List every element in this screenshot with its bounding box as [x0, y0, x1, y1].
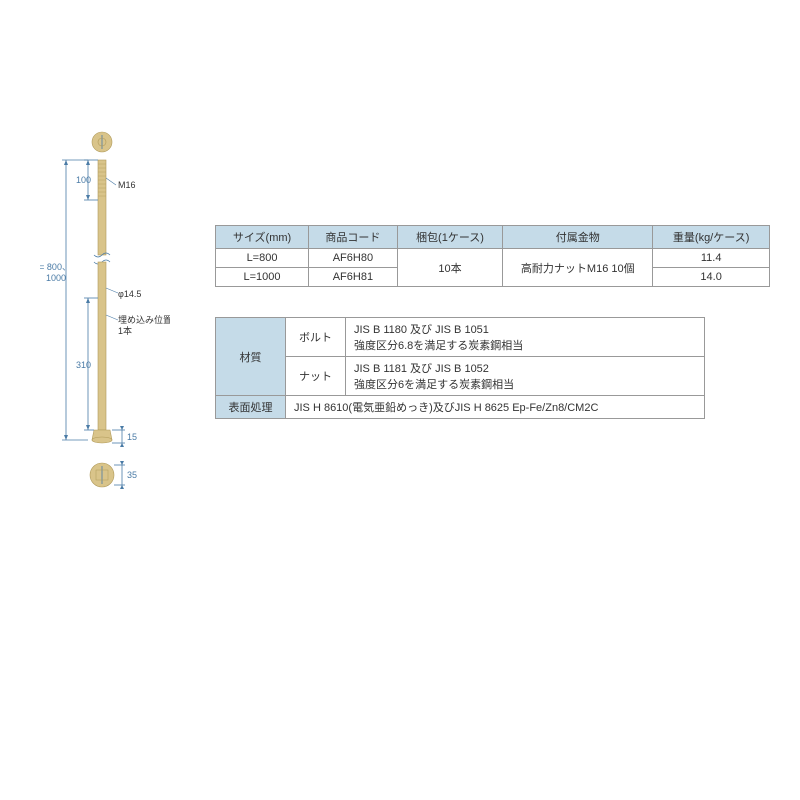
bolt-diagram: 100 310 L = 800、 1000 M16 φ14.5 埋め込み位置刻印…	[40, 130, 170, 500]
hdr-nut: ナット	[286, 357, 346, 396]
hdr-bolt: ボルト	[286, 318, 346, 357]
bolt-spec-line2: 強度区分6.8を満足する炭素鋼相当	[354, 340, 523, 352]
cell-nut-spec: JIS B 1181 及び JIS B 1052 強度区分6を満足する炭素鋼相当	[346, 357, 705, 396]
cell-size: L=1000	[216, 268, 309, 287]
hdr-accessory: 付属金物	[503, 226, 653, 249]
cell-code: AF6H81	[309, 268, 398, 287]
bolt-spec-line1: JIS B 1180 及び JIS B 1051	[354, 324, 489, 336]
diameter-label: φ14.5	[118, 289, 141, 299]
tables-region: サイズ(mm) 商品コード 梱包(1ケース) 付属金物 重量(kg/ケース) L…	[215, 225, 770, 419]
engrave-label-2: 1本	[118, 325, 132, 336]
cell-surface-spec: JIS H 8610(電気亜鉛めっき)及びJIS H 8625 Ep-Fe/Zn…	[286, 396, 705, 419]
spec-table: サイズ(mm) 商品コード 梱包(1ケース) 付属金物 重量(kg/ケース) L…	[215, 225, 770, 287]
hdr-packing: 梱包(1ケース)	[397, 226, 503, 249]
thread-label: M16	[118, 180, 136, 190]
engrave-label-1: 埋め込み位置刻印	[118, 314, 170, 325]
table-row: L=800 AF6H80 10本 高耐力ナットM16 10個 11.4	[216, 249, 770, 268]
hdr-surface: 表面処理	[216, 396, 286, 419]
cell-size: L=800	[216, 249, 309, 268]
table-row: ナット JIS B 1181 及び JIS B 1052 強度区分6を満足する炭…	[216, 357, 705, 396]
cell-weight: 14.0	[653, 268, 770, 287]
table-row: 材質 ボルト JIS B 1180 及び JIS B 1051 強度区分6.8を…	[216, 318, 705, 357]
cell-bolt-spec: JIS B 1180 及び JIS B 1051 強度区分6.8を満足する炭素鋼…	[346, 318, 705, 357]
table-row: 表面処理 JIS H 8610(電気亜鉛めっき)及びJIS H 8625 Ep-…	[216, 396, 705, 419]
dim-top: 100	[76, 175, 91, 185]
cell-accessory: 高耐力ナットM16 10個	[503, 249, 653, 287]
hdr-size: サイズ(mm)	[216, 226, 309, 249]
dim-bottom-width: 15	[127, 432, 137, 442]
cell-code: AF6H80	[309, 249, 398, 268]
hdr-weight: 重量(kg/ケース)	[653, 226, 770, 249]
dim-length-2: 1000	[46, 273, 66, 283]
cell-packing: 10本	[397, 249, 503, 287]
table-header-row: サイズ(mm) 商品コード 梱包(1ケース) 付属金物 重量(kg/ケース)	[216, 226, 770, 249]
dim-length-1: L = 800、	[40, 262, 71, 272]
hdr-material: 材質	[216, 318, 286, 396]
dim-cap-width: 35	[127, 470, 137, 480]
material-table: 材質 ボルト JIS B 1180 及び JIS B 1051 強度区分6.8を…	[215, 317, 705, 419]
nut-spec-line2: 強度区分6を満足する炭素鋼相当	[354, 379, 514, 391]
hdr-code: 商品コード	[309, 226, 398, 249]
cell-weight: 11.4	[653, 249, 770, 268]
nut-spec-line1: JIS B 1181 及び JIS B 1052	[354, 363, 489, 375]
dim-bottom: 310	[76, 360, 91, 370]
